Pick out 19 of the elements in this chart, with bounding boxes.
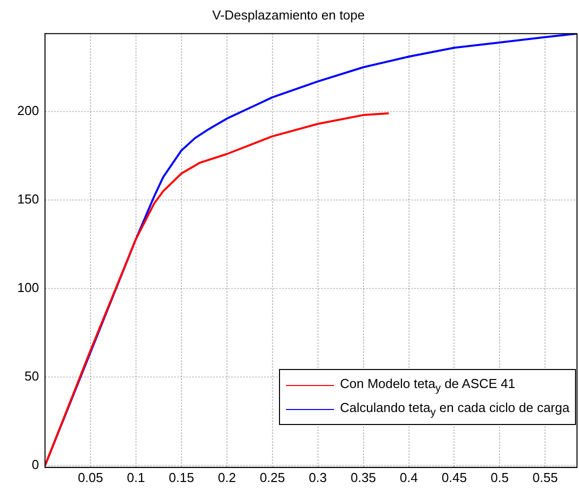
y-tick-label: 150 [17, 192, 39, 207]
x-tick-label: 0.15 [168, 470, 194, 485]
y-tick-label: 200 [17, 103, 39, 118]
legend-label: Con Modelo teta$_{y}$ de ASCE 41 [340, 376, 516, 395]
legend-label: Calculando teta$_{y}$ en cada ciclo de carga [340, 400, 570, 419]
x-tick-label: 0.55 [532, 470, 558, 485]
x-tick-label: 0.35 [350, 470, 376, 485]
x-tick-label: 0.4 [400, 470, 418, 485]
chart-title: V-Desplazamiento en tope [212, 7, 365, 22]
x-tick-label: 0.1 [126, 470, 145, 485]
x-tick-label: 0.2 [218, 470, 236, 485]
y-tick-label: 100 [17, 280, 39, 296]
y-tick-label: 50 [24, 368, 39, 384]
x-tick-label: 0.3 [308, 470, 327, 485]
x-tick-label: 0.5 [490, 470, 509, 485]
x-tick-label: 0.25 [260, 470, 286, 485]
x-tick-label: 0.05 [78, 470, 104, 485]
y-tick-label: 0 [32, 457, 39, 472]
x-tick-label: 0.45 [442, 470, 467, 485]
